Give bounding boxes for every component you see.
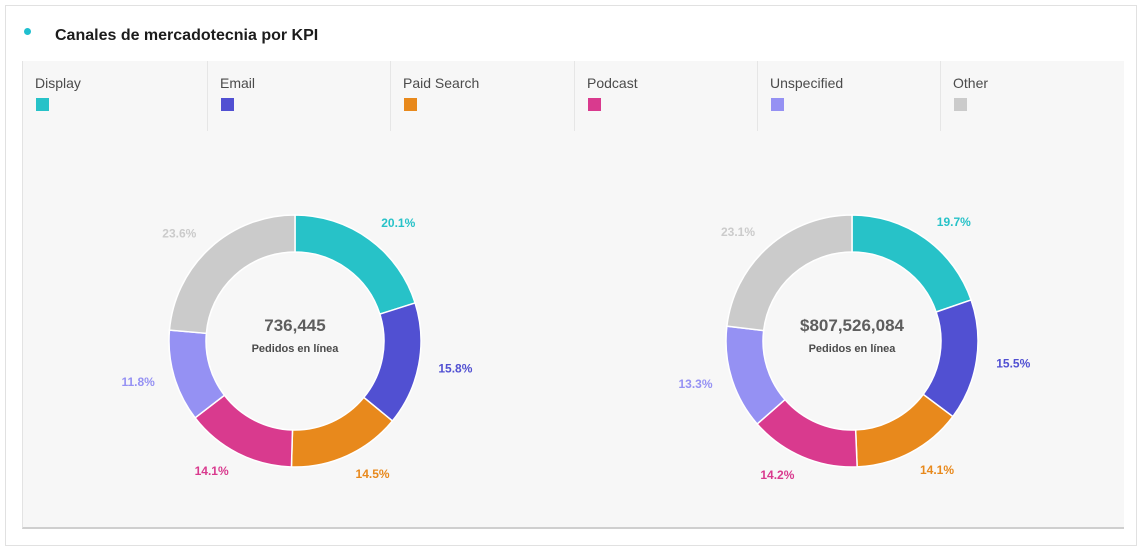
legend-swatch — [588, 98, 601, 111]
donut-charts: 20.1% 15.8% 14.5% 14.1% 11.8% 23.6% 736,445 P… — [121, 214, 1031, 482]
center-label: Pedidos en línea — [809, 343, 897, 355]
donut-slice-display[interactable] — [851, 214, 973, 313]
center-value: 736,445 — [264, 316, 325, 335]
chart-panel: Canales de mercadotecnia por KPI Display… — [5, 5, 1137, 546]
slice-label-email: 15.5% — [996, 357, 1030, 371]
donut-slice-email[interactable] — [362, 302, 422, 422]
legend-label: Paid Search — [403, 75, 480, 91]
panel-title: Canales de mercadotecnia por KPI — [55, 27, 319, 44]
legend: Display Email Paid Search Podcast Unspec… — [23, 61, 1125, 131]
visualization-area: Display Email Paid Search Podcast Unspec… — [22, 61, 1124, 529]
slice-label-unspecified: 11.8% — [121, 375, 155, 389]
slice-label-email: 15.8% — [438, 362, 472, 376]
legend-item-display[interactable]: Display — [23, 61, 206, 131]
legend-swatch — [221, 98, 234, 111]
donut-chart-orders: 20.1% 15.8% 14.5% 14.1% 11.8% 23.6% 736,445 P… — [121, 214, 473, 481]
legend-item-podcast[interactable]: Podcast — [574, 61, 757, 131]
legend-label: Email — [220, 75, 256, 91]
legend-item-unspecified[interactable]: Unspecified — [757, 61, 940, 131]
slice-label-podcast: 14.1% — [195, 464, 229, 478]
legend-swatch — [771, 98, 784, 111]
slice-label-paid-search: 14.1% — [920, 463, 954, 477]
center-label: Pedidos en línea — [252, 343, 340, 355]
legend-label: Display — [35, 75, 81, 91]
donut-slice-other[interactable] — [726, 214, 853, 332]
donut-chart-revenue: 19.7% 15.5% 14.1% 14.2% 13.3% 23.1% $807,526,… — [679, 214, 1031, 482]
slice-label-display: 19.7% — [937, 215, 971, 229]
slice-label-podcast: 14.2% — [760, 468, 794, 482]
slice-label-unspecified: 13.3% — [679, 377, 713, 391]
slice-label-paid-search: 14.5% — [356, 467, 390, 481]
legend-swatch — [404, 98, 417, 111]
slice-label-other: 23.1% — [721, 225, 755, 239]
legend-swatch — [954, 98, 967, 111]
legend-item-other[interactable]: Other — [940, 61, 1123, 131]
legend-swatch — [36, 98, 49, 111]
legend-label: Unspecified — [770, 75, 844, 91]
legend-item-paid-search[interactable]: Paid Search — [390, 61, 573, 131]
slice-label-display: 20.1% — [381, 216, 415, 230]
donut-slice-other[interactable] — [168, 214, 296, 335]
donut-slice-paid-search[interactable] — [854, 393, 954, 468]
donut-slice-email[interactable] — [922, 299, 979, 418]
title-dot-icon — [24, 28, 31, 35]
donut-slice-paid-search[interactable] — [290, 396, 394, 468]
center-value: $807,526,084 — [800, 316, 905, 335]
legend-label: Podcast — [587, 75, 638, 91]
slice-label-other: 23.6% — [162, 226, 196, 240]
legend-item-email[interactable]: Email — [207, 61, 390, 131]
legend-label: Other — [953, 75, 989, 91]
